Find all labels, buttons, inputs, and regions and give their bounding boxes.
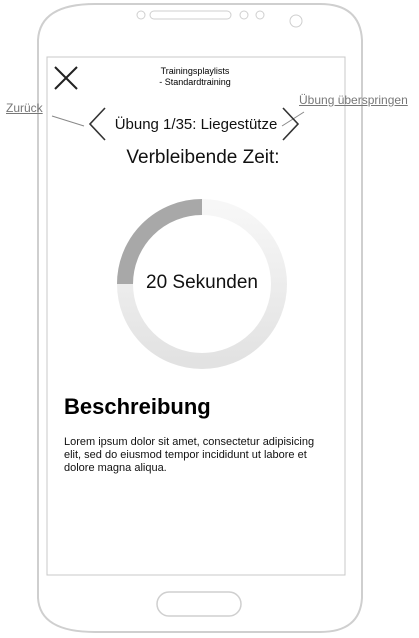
timer-ring-progress bbox=[117, 199, 203, 285]
sensor-dot-3 bbox=[289, 14, 303, 28]
header-title-line1: Trainingsplaylists bbox=[160, 66, 230, 76]
close-button[interactable] bbox=[52, 64, 80, 92]
close-icon bbox=[54, 66, 78, 90]
sensor-dot-2 bbox=[255, 10, 265, 20]
speaker-grille bbox=[149, 10, 232, 20]
timer-value: 20 Sekunden bbox=[146, 272, 258, 293]
header-title: Trainingsplaylists - Standardtraining bbox=[120, 66, 270, 88]
annotation-skip: Übung überspringen bbox=[299, 93, 408, 107]
description-heading: Beschreibung bbox=[64, 394, 211, 419]
phone-screen bbox=[46, 56, 346, 576]
header-title-line2: - Standardtraining bbox=[159, 77, 231, 87]
home-button-shape bbox=[156, 591, 242, 617]
front-camera bbox=[136, 10, 146, 20]
exercise-label: Übung 1/35: Liegestütze bbox=[114, 116, 278, 133]
annotation-line-left bbox=[51, 115, 85, 127]
chevron-right-icon bbox=[282, 107, 300, 141]
chevron-left-icon bbox=[88, 107, 106, 141]
description-body: Lorem ipsum dolor sit amet, consectetur … bbox=[64, 436, 315, 474]
annotation-back: Zurück bbox=[6, 101, 43, 115]
sensor-dot-1 bbox=[239, 10, 249, 20]
skip-exercise-button[interactable] bbox=[280, 106, 302, 142]
remaining-time-heading: Verbleibende Zeit: bbox=[126, 147, 280, 168]
previous-exercise-button[interactable] bbox=[86, 106, 108, 142]
home-button[interactable] bbox=[156, 591, 242, 617]
